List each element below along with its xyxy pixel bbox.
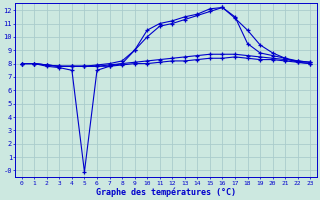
X-axis label: Graphe des températures (°C): Graphe des températures (°C) [96, 187, 236, 197]
